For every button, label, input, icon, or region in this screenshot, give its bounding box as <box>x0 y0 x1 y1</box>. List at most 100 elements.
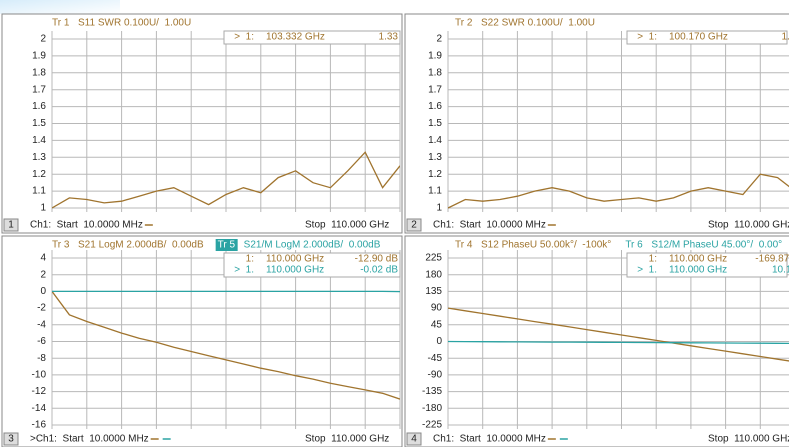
trace-title: S21 LogM 2.000dB/ 0.00dB <box>78 240 204 251</box>
marker-stimulus: 103.332 GHz <box>266 32 325 43</box>
y-tick-label: 1 <box>436 203 442 214</box>
marker-stimulus: 110.000 GHz <box>266 265 324 276</box>
y-tick-label: -8 <box>37 353 46 364</box>
channel-number: 1 <box>8 220 14 231</box>
y-tick-label: -225 <box>422 420 442 431</box>
y-tick-label: 2 <box>436 34 442 45</box>
y-tick-label: 2 <box>40 269 46 280</box>
marker-stimulus: 100.170 GHz <box>669 32 728 43</box>
stop-label: Stop 110.000 GHz <box>708 220 789 231</box>
y-tick-label: 1.3 <box>32 152 46 163</box>
marker-stimulus: 110.000 GHz <box>669 254 727 265</box>
start-label: Ch1: Start 10.0000 MHz <box>433 220 546 231</box>
channel-panel: -16 -14 -12 -10 -8 -6 -4 -2 0 2 4 Tr 3 S21 LogM 2.00… <box>1 235 403 447</box>
y-tick-label: 1.5 <box>32 118 46 129</box>
trace-label: Tr 3 <box>52 240 70 251</box>
y-tick-label: 1.2 <box>32 169 46 180</box>
y-tick-label: -14 <box>32 403 47 414</box>
stop-label: Stop 110.000 GHz <box>708 434 789 445</box>
marker-id: > 1: <box>234 32 254 43</box>
marker-readout: 10.10° <box>772 265 789 276</box>
channel-panel: -225 -180 -135 -90 -45 0 45 90 135 180 225 Tr 4 S12 … <box>404 235 789 447</box>
decoration <box>0 0 120 14</box>
trace-title: S12/M PhaseU 45.00°/ 0.00° <box>651 240 782 251</box>
y-tick-label: 1.2 <box>428 169 442 180</box>
marker-readout: 1.24 <box>782 32 789 43</box>
y-tick-label: -45 <box>428 353 443 364</box>
marker-id: > 1. <box>234 265 254 276</box>
y-tick-label: 1.4 <box>428 135 442 146</box>
y-tick-label: 1.7 <box>32 84 46 95</box>
y-tick-label: 1.8 <box>32 67 46 78</box>
marker-id: 1: <box>246 254 254 265</box>
channel-panel: 1 1.1 1.2 1.3 1.4 1.5 1.6 1.7 1.8 1.9 2 Tr 2 S22 SWR… <box>404 13 789 234</box>
start-label: Ch1: Start 10.0000 MHz <box>433 434 546 445</box>
marker-readout-box <box>626 30 788 45</box>
marker-id: 1: <box>649 254 657 265</box>
marker-readout-box <box>626 252 788 278</box>
active-trace-box <box>215 239 238 251</box>
channel-number: 2 <box>411 220 417 231</box>
marker-stimulus: 110.000 GHz <box>669 265 727 276</box>
y-tick-label: 1.6 <box>428 101 442 112</box>
marker-readout: -169.87 k° <box>755 254 789 265</box>
y-tick-label: 4 <box>40 253 46 264</box>
channel-number: 4 <box>411 434 417 445</box>
marker-id: > 1: <box>637 32 657 43</box>
y-tick-label: 1.5 <box>428 118 442 129</box>
trace-line <box>448 307 789 362</box>
marker-readout: -0.02 dB <box>360 265 398 276</box>
trace-title: S12 PhaseU 50.00k°/ -100k° <box>481 240 611 251</box>
marker-readout-box <box>223 30 401 45</box>
y-tick-label: -2 <box>37 303 46 314</box>
trace-title: S11 SWR 0.100U/ 1.00U <box>78 18 191 29</box>
y-tick-label: -4 <box>37 319 46 330</box>
marker-id: > 1. <box>637 265 657 276</box>
y-tick-label: 1.4 <box>32 135 46 146</box>
trace-title: S22 SWR 0.100U/ 1.00U <box>481 18 595 29</box>
channel-panel: 1 1.1 1.2 1.3 1.4 1.5 1.6 1.7 1.8 1.9 2 Tr 1 S11 SWR… <box>1 13 403 234</box>
y-tick-label: -90 <box>428 370 443 381</box>
traces <box>448 307 789 362</box>
stop-label: Stop 110.000 GHz <box>305 434 389 445</box>
y-tick-label: 135 <box>425 286 442 297</box>
trace-line <box>448 340 789 345</box>
traces <box>448 173 789 209</box>
trace-line <box>52 291 400 400</box>
marker-readout-box <box>223 252 401 278</box>
y-tick-label: 225 <box>425 253 442 264</box>
y-tick-label: 1 <box>40 203 46 214</box>
trace-line <box>52 151 400 209</box>
channel-box <box>3 432 19 446</box>
y-tick-label: 45 <box>431 319 443 330</box>
start-label: >Ch1: Start 10.0000 MHz <box>30 434 149 445</box>
channel-box <box>3 218 19 232</box>
trace-label: Tr 2 <box>455 18 473 29</box>
y-tick-label: 1.7 <box>428 84 442 95</box>
y-tick-label: 0 <box>40 286 46 297</box>
start-label: Ch1: Start 10.0000 MHz <box>30 220 143 231</box>
traces <box>52 290 400 400</box>
y-tick-label: 1.6 <box>32 101 46 112</box>
y-tick-label: -10 <box>32 370 47 381</box>
y-tick-label: -6 <box>37 336 46 347</box>
marker-readout: 1.33 <box>379 32 399 43</box>
trace-title: S21/M LogM 2.000dB/ 0.00dB <box>244 240 381 251</box>
trace-label: Tr 4 <box>455 240 473 251</box>
y-tick-label: 1.8 <box>428 67 442 78</box>
y-tick-label: 90 <box>431 303 443 314</box>
trace-label: Tr 5 <box>218 240 236 251</box>
channel-number: 3 <box>8 434 14 445</box>
y-tick-label: 2 <box>40 34 46 45</box>
y-tick-label: 0 <box>436 336 442 347</box>
marker-readout: -12.90 dB <box>355 254 399 265</box>
y-tick-label: 1.9 <box>32 51 46 62</box>
channel-box <box>406 432 422 446</box>
y-tick-label: -16 <box>32 420 47 431</box>
y-tick-label: -180 <box>422 403 442 414</box>
y-tick-label: 1.3 <box>428 152 442 163</box>
marker-stimulus: 110.000 GHz <box>266 254 324 265</box>
stop-label: Stop 110.000 GHz <box>305 220 389 231</box>
channel-box <box>406 218 422 232</box>
